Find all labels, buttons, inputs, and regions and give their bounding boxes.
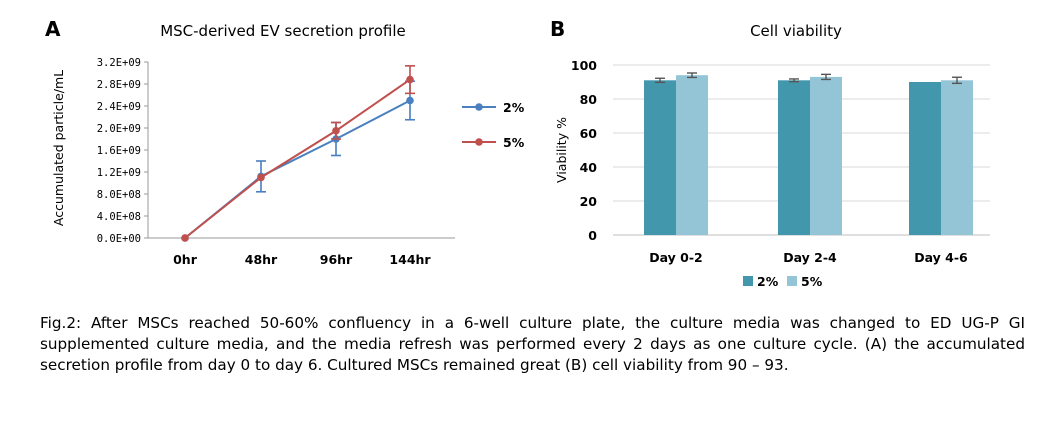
bar [644, 80, 676, 235]
figure-caption: Fig.2: After MSCs reached 50-60% conflue… [40, 314, 1025, 374]
bar-chart-y-tick-label: 60 [580, 126, 598, 141]
line-chart-y-tick-label: 2.8E+09 [97, 79, 141, 91]
line-point [406, 75, 414, 84]
line-point [332, 126, 340, 135]
line-chart-y-tick-label: 1.6E+09 [97, 145, 141, 157]
line-chart-y-tick-label: 2.0E+09 [97, 123, 141, 135]
panel-a-letter: A [45, 17, 61, 41]
line-point [406, 96, 414, 105]
figure-canvas: A MSC-derived EV secretion profile Accum… [45, 17, 990, 289]
bar-chart-x-tick-label: Day 0-2 [649, 250, 703, 265]
bar-chart-y-axis-label: Viability % [554, 117, 569, 183]
line-chart-x-tick-label: 96hr [320, 252, 353, 267]
line-series-1 [184, 78, 411, 239]
line-point [181, 234, 189, 242]
line-chart-y-tick-label: 0.0E+00 [97, 233, 141, 245]
bar-chart-y-tick-label: 100 [571, 58, 597, 73]
legend-swatch [787, 276, 797, 286]
bar [676, 75, 708, 235]
bar-chart-y-tick-label: 20 [580, 194, 598, 209]
bar [941, 80, 973, 235]
line-chart-y-axis-label: Accumulated particle/mL [51, 70, 66, 226]
line-point [257, 173, 265, 182]
line-chart-panel: A MSC-derived EV secretion profile Accum… [45, 17, 525, 267]
line-chart-x-tick-label: 0hr [173, 252, 198, 267]
bar-chart-y-tick-label: 40 [580, 160, 598, 175]
bar-chart-y-tick-label: 0 [588, 228, 597, 243]
bar [909, 82, 941, 235]
bar-chart-y-tick-label: 80 [580, 92, 598, 107]
bar-chart-panel: B Cell viability Viability % 0 20 40 60 80 10… [550, 17, 990, 289]
legend-label: 2% [757, 274, 779, 289]
legend-label: 2% [503, 100, 525, 115]
line-chart-x-tick-label: 48hr [245, 252, 278, 267]
line-chart-y-tick-label: 4.0E+08 [97, 211, 141, 223]
bar [778, 80, 810, 235]
line-chart-y-tick-label: 1.2E+09 [97, 167, 141, 179]
legend-label: 5% [503, 135, 525, 150]
line-series-0 [184, 99, 411, 239]
line-chart-y-tick-label: 8.0E+08 [97, 189, 141, 201]
legend-label: 5% [801, 274, 823, 289]
bar-chart-x-tick-label: Day 4-6 [914, 250, 968, 265]
line-chart-x-tick-label: 144hr [389, 252, 431, 267]
line-chart-y-tick-label: 2.4E+09 [97, 101, 141, 113]
legend-marker [475, 138, 483, 146]
line-chart-title: MSC-derived EV secretion profile [160, 22, 406, 40]
bar-chart-x-tick-label: Day 2-4 [783, 250, 837, 265]
legend-marker [475, 103, 483, 111]
line-chart-y-tick-label: 3.2E+09 [97, 57, 141, 69]
panel-b-letter: B [550, 17, 565, 41]
bar [810, 76, 842, 236]
bar-chart-title: Cell viability [750, 22, 842, 40]
legend-swatch [743, 276, 753, 286]
